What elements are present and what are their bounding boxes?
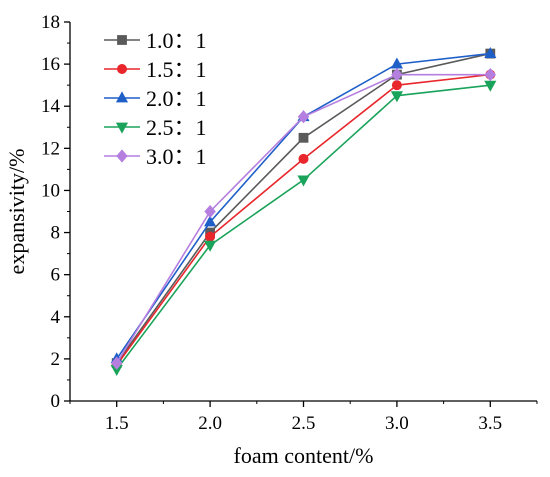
data-point: [391, 68, 403, 82]
data-point: [204, 204, 216, 219]
legend-marker: [117, 64, 128, 75]
legend-item: 1.5：1: [104, 57, 207, 82]
data-point: [204, 215, 217, 227]
y-tick-label: 16: [41, 54, 60, 75]
legend-item: 2.0：1: [104, 86, 207, 111]
legend-marker: [115, 91, 129, 103]
series-4: [110, 80, 497, 377]
x-tick-label: 3.0: [385, 413, 409, 434]
data-point: [297, 175, 310, 187]
y-tick-label: 10: [41, 180, 60, 201]
data-point: [205, 231, 216, 242]
x-tick-label: 1.5: [105, 413, 129, 434]
data-point: [484, 68, 497, 82]
y-tick-label: 0: [51, 391, 61, 412]
data-point: [298, 153, 309, 164]
x-tick-label: 2.5: [292, 413, 316, 434]
legend-marker: [116, 149, 128, 163]
legend-item: 2.5：1: [104, 115, 207, 140]
data-point: [484, 46, 497, 58]
y-axis-label: expansivity/%: [4, 149, 29, 275]
y-tick-label: 4: [51, 307, 61, 328]
x-tick-label: 3.5: [478, 413, 502, 434]
legend-label: 2.0：1: [146, 86, 207, 111]
legend-label: 2.5：1: [146, 115, 207, 140]
data-point: [297, 110, 310, 124]
legend-marker: [117, 35, 127, 45]
x-axis-label: foam content/%: [234, 443, 374, 468]
data-point: [110, 356, 123, 370]
axes: 0 2 4 6 8 10 12 14 16 18 1.5 2.0 2.5 3.0 3.5: [41, 12, 538, 434]
legend: 1.0：1 1.5：1 2.0：1 2.5：1 3.0：1: [104, 28, 207, 169]
y-tick-label: 2: [51, 349, 61, 370]
legend-label: 1.0：1: [146, 28, 207, 53]
legend-item: 3.0：1: [104, 144, 207, 169]
data-point: [298, 132, 309, 143]
legend-marker: [115, 122, 129, 134]
legend-label: 3.0：1: [146, 144, 207, 169]
data-point: [390, 91, 403, 103]
y-tick-label: 12: [41, 138, 60, 159]
y-tick-label: 6: [51, 265, 61, 286]
y-tick-label: 14: [41, 96, 61, 117]
legend-label: 1.5：1: [146, 57, 207, 82]
data-point: [391, 80, 402, 91]
series-5: [110, 68, 497, 370]
series-layer: [110, 46, 497, 377]
y-tick-label: 18: [41, 12, 60, 33]
x-tick-label: 2.0: [198, 413, 222, 434]
data-point: [204, 240, 217, 252]
y-tick-label: 8: [51, 223, 61, 244]
legend-item: 1.0：1: [104, 28, 207, 53]
